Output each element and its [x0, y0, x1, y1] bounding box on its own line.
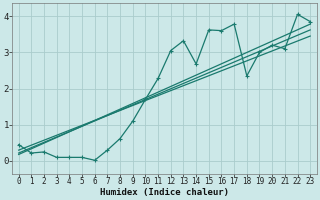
X-axis label: Humidex (Indice chaleur): Humidex (Indice chaleur): [100, 188, 229, 197]
